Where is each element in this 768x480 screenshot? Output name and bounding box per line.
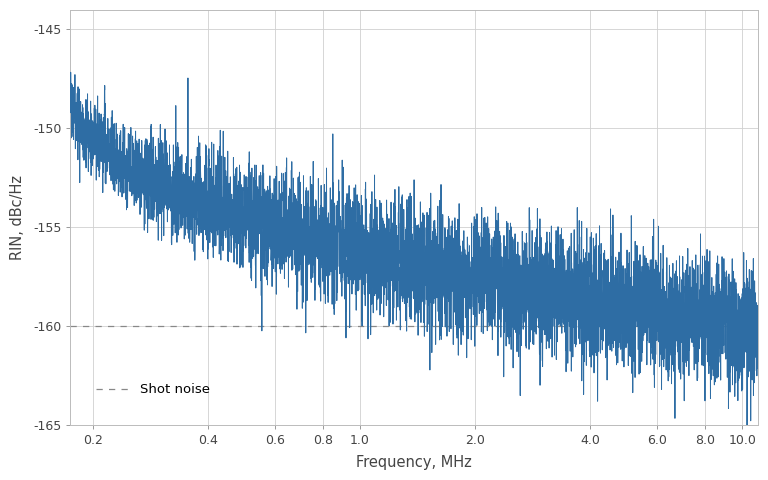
Y-axis label: RIN, dBc/Hz: RIN, dBc/Hz bbox=[10, 175, 25, 260]
Legend: Shot noise: Shot noise bbox=[91, 378, 215, 402]
X-axis label: Frequency, MHz: Frequency, MHz bbox=[356, 455, 472, 470]
